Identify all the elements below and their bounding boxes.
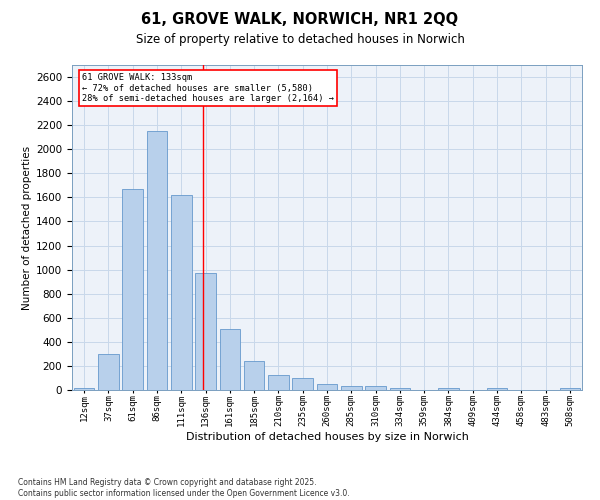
Bar — [341, 386, 362, 390]
Text: 61 GROVE WALK: 133sqm
← 72% of detached houses are smaller (5,580)
28% of semi-d: 61 GROVE WALK: 133sqm ← 72% of detached … — [82, 73, 334, 103]
Bar — [560, 388, 580, 390]
Bar — [74, 388, 94, 390]
X-axis label: Distribution of detached houses by size in Norwich: Distribution of detached houses by size … — [185, 432, 469, 442]
Bar — [146, 131, 167, 390]
Bar — [487, 388, 508, 390]
Bar — [195, 272, 216, 390]
Bar — [317, 384, 337, 390]
Bar — [244, 360, 265, 390]
Text: Contains HM Land Registry data © Crown copyright and database right 2025.
Contai: Contains HM Land Registry data © Crown c… — [18, 478, 350, 498]
Bar — [98, 354, 119, 390]
Bar — [268, 375, 289, 390]
Bar — [122, 189, 143, 390]
Bar — [389, 388, 410, 390]
Bar — [220, 329, 240, 390]
Bar — [171, 195, 191, 390]
Text: 61, GROVE WALK, NORWICH, NR1 2QQ: 61, GROVE WALK, NORWICH, NR1 2QQ — [142, 12, 458, 28]
Bar — [292, 378, 313, 390]
Bar — [365, 386, 386, 390]
Y-axis label: Number of detached properties: Number of detached properties — [22, 146, 32, 310]
Text: Size of property relative to detached houses in Norwich: Size of property relative to detached ho… — [136, 32, 464, 46]
Bar — [438, 388, 459, 390]
